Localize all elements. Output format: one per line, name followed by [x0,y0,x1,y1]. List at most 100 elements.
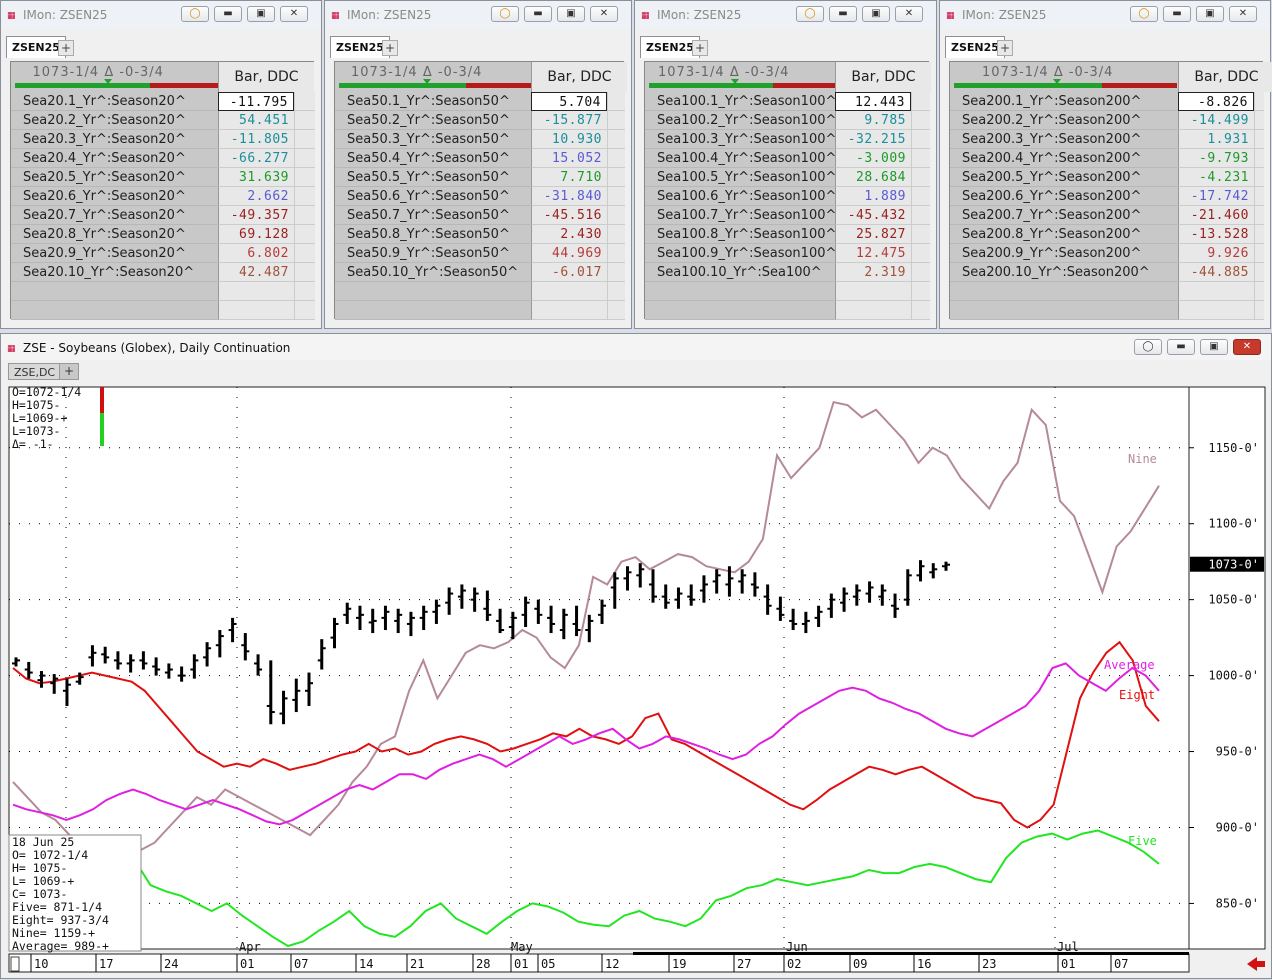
row-value[interactable]: 7.710 [531,168,607,187]
add-tab-button[interactable]: + [997,40,1013,56]
tab-zsen25[interactable]: ZSEN25 [6,36,66,58]
row-value[interactable]: -9.793 [1178,149,1254,168]
row-value[interactable]: 1.889 [835,187,911,206]
row-value[interactable]: -32.215 [835,130,911,149]
row-value[interactable]: 9.926 [1178,244,1254,263]
close-button[interactable]: ✕ [1229,6,1257,22]
monitor-row[interactable]: Sea100.9_Yr^:Season100^ 12.475 [645,244,930,263]
monitor-row[interactable]: Sea200.3_Yr^:Season200^ 1.931 [950,130,1264,149]
monitor-row[interactable]: Sea20.1_Yr^:Season20^ -11.795 [11,92,315,111]
row-value[interactable]: -8.826 [1178,92,1254,111]
row-value[interactable]: 15.052 [531,149,607,168]
row-value[interactable]: 31.639 [218,168,294,187]
monitor-row[interactable]: Sea20.10_Yr^:Season20^ 42.487 [11,263,315,282]
monitor-row[interactable]: Sea50.2_Yr^:Season50^ -15.877 [335,111,625,130]
link-icon[interactable]: ◯ [1130,6,1158,22]
monitor-row[interactable]: Sea100.6_Yr^:Season100^ 1.889 [645,187,930,206]
maximize-button[interactable]: ▣ [862,6,890,22]
monitor-row[interactable]: Sea20.5_Yr^:Season20^ 31.639 [11,168,315,187]
minimize-button[interactable]: ▬ [829,6,857,22]
column-header[interactable]: Bar, DDC [218,62,314,92]
maximize-button[interactable]: ▣ [1200,339,1228,355]
close-button[interactable]: ✕ [590,6,618,22]
link-icon[interactable]: ◯ [1134,339,1162,355]
monitor-row[interactable]: Sea100.3_Yr^:Season100^ -32.215 [645,130,930,149]
row-value[interactable]: 6.802 [218,244,294,263]
row-value[interactable]: 42.487 [218,263,294,282]
row-value[interactable]: 10.930 [531,130,607,149]
minimize-button[interactable]: ▬ [524,6,552,22]
monitor-row[interactable]: Sea50.3_Yr^:Season50^ 10.930 [335,130,625,149]
monitor-row[interactable]: Sea200.2_Yr^:Season200^ -14.499 [950,111,1264,130]
monitor-row[interactable]: Sea50.5_Yr^:Season50^ 7.710 [335,168,625,187]
maximize-button[interactable]: ▣ [1196,6,1224,22]
tab-zsen25[interactable]: ZSEN25 [945,36,1005,58]
row-value[interactable]: -3.009 [835,149,911,168]
row-value[interactable]: 44.969 [531,244,607,263]
monitor-row[interactable]: Sea200.7_Yr^:Season200^ -21.460 [950,206,1264,225]
monitor-row[interactable]: Sea200.9_Yr^:Season200^ 9.926 [950,244,1264,263]
add-tab-button[interactable]: + [382,40,398,56]
row-value[interactable]: 25.827 [835,225,911,244]
row-value[interactable]: 5.704 [531,92,607,111]
monitor-row[interactable]: Sea50.10_Yr^:Season50^ -6.017 [335,263,625,282]
row-value[interactable]: 1.931 [1178,130,1254,149]
row-value[interactable]: -49.357 [218,206,294,225]
row-value[interactable]: 2.662 [218,187,294,206]
monitor-row[interactable]: Sea20.6_Yr^:Season20^ 2.662 [11,187,315,206]
row-value[interactable]: -44.885 [1178,263,1254,282]
row-value[interactable]: 9.785 [835,111,911,130]
link-icon[interactable]: ◯ [796,6,824,22]
monitor-row[interactable]: Sea200.10_Yr^:Season200^ -44.885 [950,263,1264,282]
row-value[interactable]: 2.430 [531,225,607,244]
row-value[interactable]: -21.460 [1178,206,1254,225]
row-value[interactable]: -15.877 [531,111,607,130]
monitor-row[interactable]: Sea100.2_Yr^:Season100^ 9.785 [645,111,930,130]
monitor-row[interactable]: Sea50.8_Yr^:Season50^ 2.430 [335,225,625,244]
monitor-row[interactable]: Sea50.7_Yr^:Season50^ -45.516 [335,206,625,225]
monitor-row[interactable]: Sea100.7_Yr^:Season100^ -45.432 [645,206,930,225]
monitor-row[interactable]: Sea200.4_Yr^:Season200^ -9.793 [950,149,1264,168]
link-icon[interactable]: ◯ [491,6,519,22]
minimize-button[interactable]: ▬ [1167,339,1195,355]
maximize-button[interactable]: ▣ [557,6,585,22]
row-value[interactable]: -6.017 [531,263,607,282]
add-tab-button[interactable]: + [59,363,79,380]
link-icon[interactable]: ◯ [181,6,209,22]
minimize-button[interactable]: ▬ [1163,6,1191,22]
monitor-row[interactable]: Sea100.10_Yr^:Sea100^ 2.319 [645,263,930,282]
monitor-row[interactable]: Sea20.8_Yr^:Season20^ 69.128 [11,225,315,244]
column-header[interactable]: Bar, DDC [835,62,931,92]
row-value[interactable]: -11.805 [218,130,294,149]
row-value[interactable]: -66.277 [218,149,294,168]
monitor-row[interactable]: Sea100.5_Yr^:Season100^ 28.684 [645,168,930,187]
monitor-row[interactable]: Sea100.4_Yr^:Season100^ -3.009 [645,149,930,168]
monitor-row[interactable]: Sea20.2_Yr^:Season20^ 54.451 [11,111,315,130]
row-value[interactable]: 69.128 [218,225,294,244]
row-value[interactable]: 12.475 [835,244,911,263]
tab-zsen25[interactable]: ZSEN25 [330,36,390,58]
monitor-row[interactable]: Sea50.9_Yr^:Season50^ 44.969 [335,244,625,263]
close-button[interactable]: ✕ [1233,339,1261,355]
row-value[interactable]: -14.499 [1178,111,1254,130]
monitor-row[interactable]: Sea50.6_Yr^:Season50^ -31.840 [335,187,625,206]
row-value[interactable]: -13.528 [1178,225,1254,244]
row-value[interactable]: -11.795 [218,92,294,111]
monitor-row[interactable]: Sea200.5_Yr^:Season200^ -4.231 [950,168,1264,187]
monitor-row[interactable]: Sea20.7_Yr^:Season20^ -49.357 [11,206,315,225]
row-value[interactable]: -17.742 [1178,187,1254,206]
scroll-left-arrow-icon[interactable] [1247,957,1265,971]
maximize-button[interactable]: ▣ [247,6,275,22]
column-header[interactable]: Bar, DDC [1178,62,1272,92]
row-value[interactable]: 12.443 [835,92,911,111]
add-tab-button[interactable]: + [58,40,74,56]
close-button[interactable]: ✕ [895,6,923,22]
monitor-row[interactable]: Sea50.1_Yr^:Season50^ 5.704 [335,92,625,111]
close-button[interactable]: ✕ [280,6,308,22]
monitor-row[interactable]: Sea100.1_Yr^:Season100^ 12.443 [645,92,930,111]
monitor-row[interactable]: Sea20.4_Yr^:Season20^ -66.277 [11,149,315,168]
monitor-row[interactable]: Sea100.8_Yr^:Season100^ 25.827 [645,225,930,244]
monitor-row[interactable]: Sea50.4_Yr^:Season50^ 15.052 [335,149,625,168]
row-value[interactable]: -45.432 [835,206,911,225]
monitor-row[interactable]: Sea200.1_Yr^:Season200^ -8.826 [950,92,1264,111]
